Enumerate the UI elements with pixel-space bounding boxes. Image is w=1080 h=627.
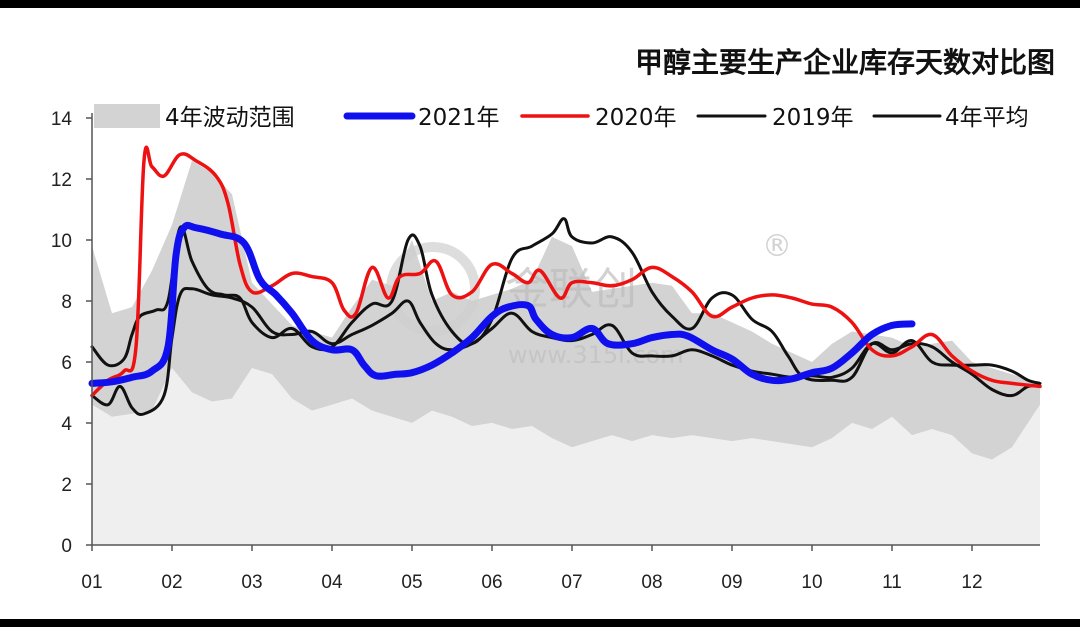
x-tick-label: 07: [561, 572, 582, 593]
legend-label: 2021年: [418, 105, 500, 131]
x-tick-label: 12: [961, 572, 982, 593]
range-band-base: [92, 368, 1040, 545]
x-tick-label: 01: [81, 572, 102, 593]
x-tick-label: 03: [241, 572, 262, 593]
y-tick-label: 2: [61, 475, 72, 496]
x-tick-label: 08: [641, 572, 662, 593]
legend-label: 4年平均: [945, 105, 1029, 131]
legend-label: 4年波动范围: [165, 105, 295, 131]
x-tick-label: 11: [882, 572, 902, 593]
series-line-1: [88, 221, 916, 387]
legend-label: 2020年: [595, 105, 677, 131]
y-tick-label: 10: [51, 231, 72, 252]
watermark-registered-mark: ®: [762, 229, 792, 264]
y-tick-label: 4: [61, 414, 72, 435]
y-tick-label: 0: [61, 536, 72, 557]
legend-label: 2019年: [772, 105, 854, 131]
series-layer: [88, 145, 1042, 417]
legend-swatch-band: [94, 104, 160, 128]
x-tick-label: 09: [721, 572, 742, 593]
x-tick-label: 04: [321, 572, 343, 593]
y-tick-label: 6: [61, 353, 72, 374]
x-tick-label: 06: [481, 572, 502, 593]
x-tick-label: 05: [401, 572, 422, 593]
range-band-layer: [92, 160, 1040, 545]
x-tick-label: 10: [801, 572, 822, 593]
legend: 4年波动范围 2021年 2020年 2019年 4年平均: [94, 104, 1029, 131]
chart-title: 甲醇主要生产企业库存天数对比图: [635, 46, 1055, 79]
series-line-4: [90, 286, 1042, 417]
y-tick-label: 12: [51, 170, 72, 191]
y-tick-label: 14: [51, 109, 73, 130]
series-line-2: [90, 145, 1042, 398]
y-tick-label: 8: [61, 292, 72, 313]
chart-frame: 金联创 ® www.315i.com 0 2 4 6 8 10 12 14 01 02 03 04 05…: [0, 8, 1080, 619]
x-tick-label: 02: [161, 572, 182, 593]
range-band-area: [92, 160, 1040, 460]
